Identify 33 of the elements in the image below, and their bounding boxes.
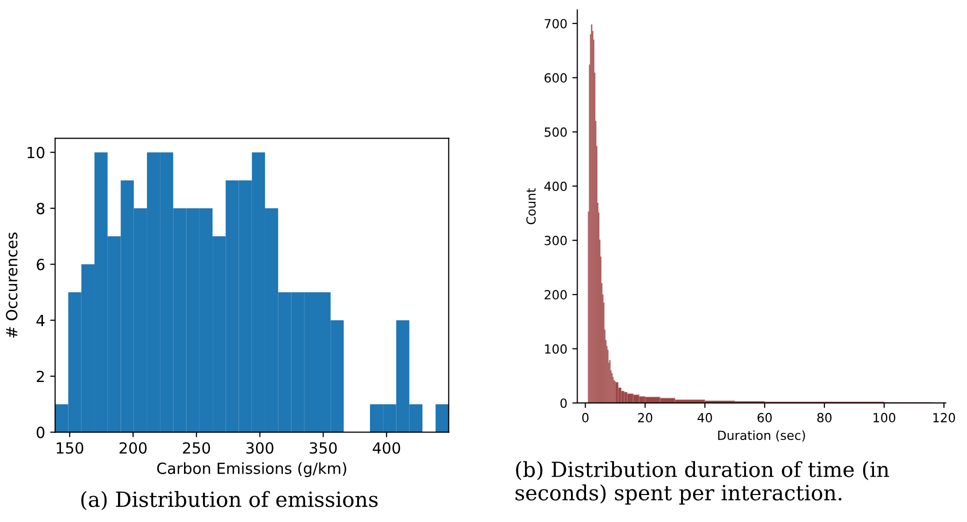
x-tick-label: 150 (56, 442, 84, 454)
x-tick-label: 250 (182, 442, 210, 454)
x-tick-label: 60 (758, 412, 772, 422)
y-tick-label: 2 (36, 370, 44, 382)
y-tick-label: 4 (36, 314, 45, 326)
y-tick-label: 8 (36, 202, 44, 214)
x-tick-label: 120 (933, 412, 956, 422)
x-tick-label: 40 (698, 412, 712, 422)
x-tick-label: 80 (817, 412, 832, 422)
x-tick-label: 400 (372, 442, 400, 454)
y-tick-label: 600 (544, 73, 567, 83)
x-tick-label: 20 (638, 412, 652, 422)
y-tick-label: 100 (545, 344, 567, 354)
x-tick-label: 200 (120, 442, 147, 454)
y-axis-title: Count (526, 188, 536, 224)
x-axis-title: Duration (sec) (718, 430, 805, 442)
text: (b) Distribution duration of time (in seconds) spent per interaction. (516, 461, 890, 505)
x-tick-label: 350 (310, 442, 337, 454)
x-tick-label: 0 (582, 412, 589, 422)
y-axis-title: # Occurences (6, 232, 18, 338)
y-tick-label: 0 (36, 426, 44, 438)
x-tick-label: 300 (246, 442, 274, 454)
y-tick-label: 200 (544, 290, 567, 300)
x-axis-title: Carbon Emissions (g/km) (157, 462, 346, 478)
y-tick-label: 500 (544, 127, 567, 137)
x-tick-label: 100 (874, 412, 896, 422)
y-tick-label: 6 (36, 258, 44, 270)
y-tick-label: 300 (544, 236, 567, 246)
text: (a) Distribution of emissions (81, 491, 378, 510)
y-tick-label: 10 (28, 146, 44, 158)
y-tick-label: 0 (560, 398, 567, 408)
y-tick-label: 700 (544, 18, 567, 28)
y-tick-label: 400 (544, 182, 567, 192)
